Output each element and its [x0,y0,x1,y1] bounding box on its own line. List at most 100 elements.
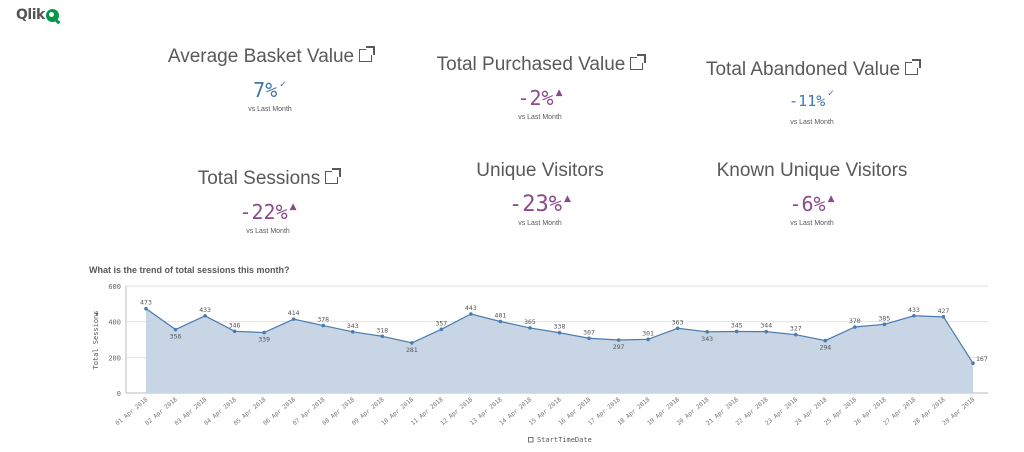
external-link-icon[interactable] [325,168,342,184]
kpi-title: Average Basket Value [140,46,400,68]
data-label: 427 [938,307,950,315]
x-axis-title: StartTimeDate [537,436,592,444]
data-point [616,338,621,342]
check-icon: ✓ [827,89,835,99]
data-label: 281 [406,346,418,354]
external-link-icon[interactable] [359,46,376,62]
data-label: 343 [701,335,713,343]
data-label: 385 [879,314,891,322]
data-point [144,306,148,311]
kpi-title-text: Total Sessions [197,168,321,189]
kpi-title-text: Known Unique Visitors [716,160,908,181]
data-label: 327 [790,325,802,333]
data-point [853,325,857,329]
kpi-value: 7% [253,78,278,102]
kpi-title: Known Unique Visitors [682,160,942,182]
data-point [557,330,562,335]
kpi-title: Total Abandoned Value [682,59,942,81]
data-point [793,332,798,337]
data-label: 414 [288,309,300,317]
data-label: 365 [524,318,536,326]
data-label: 344 [760,322,772,330]
kpi-total-abandoned-value[interactable]: Total Abandoned Value -11% ✓ vs Last Month [682,59,942,126]
kpi-value: -6% [789,192,826,216]
kpi-value-row: 7% ✓ [140,78,400,108]
data-label: 473 [140,299,152,307]
kpi-average-basket-value[interactable]: Average Basket Value 7% ✓ vs Last Month [140,46,400,113]
data-label: 345 [731,321,743,329]
kpi-value-row: -2% ▲ [410,86,670,116]
data-label: 346 [229,321,241,329]
chart-title: What is the trend of total sessions this… [89,265,290,275]
data-label: 343 [347,322,359,330]
data-label: 339 [258,336,270,344]
kpi-title: Total Purchased Value [410,54,670,76]
kpi-value-row: -22% ▲ [138,200,398,230]
data-point [764,329,769,334]
data-label: 401 [495,311,507,319]
kpi-subtitle: vs Last Month [246,228,290,235]
data-label: 356 [170,333,182,341]
kpi-total-sessions[interactable]: Total Sessions -22% ▲ vs Last Month [138,168,398,235]
data-point [173,327,178,332]
kpi-subtitle: vs Last Month [790,220,834,227]
warning-triangle-icon: ▲ [827,194,835,204]
warning-triangle-icon: ▲ [555,88,563,98]
kpi-title-text: Total Purchased Value [436,54,626,75]
y-tick-label: 400 [108,319,121,327]
data-point [705,330,709,334]
data-point [439,327,444,332]
data-point [410,341,414,345]
kpi-subtitle: vs Last Month [790,119,834,126]
kpi-subtitle: vs Last Month [518,220,562,227]
data-label: 294 [819,344,831,352]
check-icon: ✓ [279,80,287,90]
data-point [882,322,887,327]
x-tick-label: 29 Apr 2018 [941,396,976,427]
data-point [646,337,650,342]
data-point [321,323,326,328]
y-tick-label: 200 [108,354,121,362]
dimension-icon [528,437,534,443]
data-point [587,336,591,341]
data-point [498,319,503,324]
data-label: 378 [317,316,329,324]
kpi-value: -2% [517,86,554,110]
data-label: 433 [199,306,211,314]
kpi-subtitle: vs Last Month [248,106,292,113]
kpi-value-row: -11% ✓ [682,89,942,121]
external-link-icon[interactable] [905,59,922,75]
series-area [146,308,973,393]
data-point [203,313,207,318]
data-label: 370 [849,317,861,325]
data-label: 363 [672,318,684,326]
warning-triangle-icon: ▲ [289,202,297,212]
kpi-known-unique-visitors[interactable]: Known Unique Visitors -6% ▲ vs Last Month [682,160,942,227]
qlik-logo[interactable]: Qlik [16,6,59,24]
data-label: 167 [976,355,988,363]
y-axis-title: Total Sessions [92,310,100,369]
data-point [823,338,828,343]
data-point [262,330,266,335]
kpi-value: -11% [789,92,826,110]
data-label: 307 [583,328,595,336]
data-point [350,330,355,334]
data-point [469,312,473,316]
data-label: 443 [465,304,477,312]
external-link-icon[interactable] [630,54,647,70]
sort-arrow-icon [95,313,99,316]
data-point [971,361,975,366]
kpi-value-row: -23% ▲ [410,192,670,222]
data-label: 318 [376,326,388,334]
kpi-title-text: Unique Visitors [476,160,604,181]
data-point [232,329,237,334]
kpi-value: -22% [239,200,288,224]
kpi-total-purchased-value[interactable]: Total Purchased Value -2% ▲ vs Last Month [410,54,670,121]
qlik-q-icon [45,8,59,22]
data-point [380,334,385,339]
y-tick-label: 600 [108,283,121,291]
kpi-unique-visitors[interactable]: Unique Visitors -23% ▲ vs Last Month [410,160,670,227]
data-point [291,317,296,321]
data-label: 338 [554,323,566,331]
